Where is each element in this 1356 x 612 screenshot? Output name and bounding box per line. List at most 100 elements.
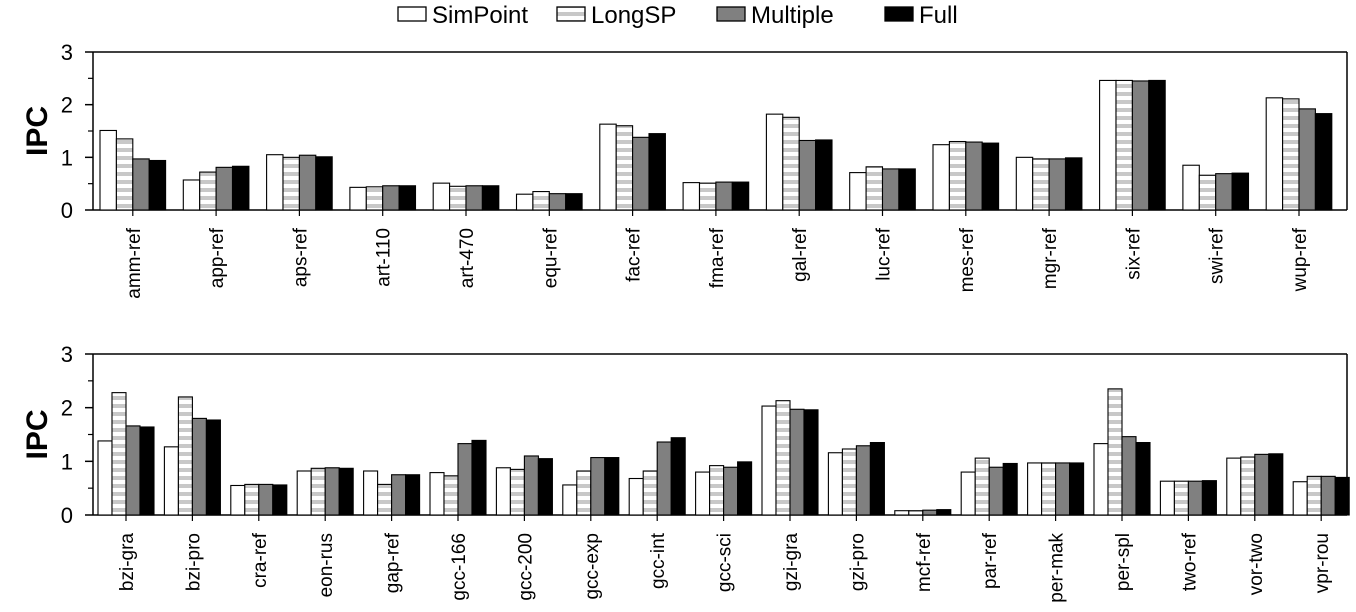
bar-group-vpr-rou — [1292, 475, 1350, 516]
bar-gcc-exp-simpoint — [562, 484, 578, 516]
x-tick-label-gap-ref: gap-ref — [383, 532, 404, 593]
bar-equ-ref-simpoint — [515, 193, 534, 211]
x-tick-label-gal-ref: gal-ref — [790, 227, 811, 282]
x-tick-label-art-470: art-470 — [457, 228, 478, 288]
bar-gap-ref-multiple — [391, 474, 407, 516]
x-tick-label-per-spl: per-spl — [1113, 533, 1134, 591]
bar-group-mcf-ref — [894, 509, 952, 516]
bar-per-mak-longsp — [1041, 462, 1057, 516]
x-tick-label-bzi-pro: bzi-pro — [183, 533, 204, 591]
legend-label-longsp: LongSP — [591, 2, 676, 29]
bar-mcf-ref-simpoint — [894, 510, 910, 516]
bar-bzi-gra-multiple — [125, 425, 141, 516]
bar-bzi-pro-longsp — [177, 396, 193, 516]
bar-gcc-sci-simpoint — [695, 471, 711, 516]
bar-cra-ref-multiple — [258, 483, 274, 516]
x-tick-label-vor-two: vor-two — [1246, 533, 1267, 595]
bar-gap-ref-full — [405, 474, 421, 516]
bar-fma-ref-simpoint — [682, 182, 701, 211]
bar-eon-rus-multiple — [324, 467, 340, 516]
bar-gzi-gra-simpoint — [761, 405, 777, 516]
bar-bzi-gra-longsp — [111, 392, 127, 516]
x-tick-label-eon-rus: eon-rus — [316, 533, 337, 597]
y-tick-label: 1 — [61, 449, 73, 474]
bar-two-ref-longsp — [1173, 480, 1189, 516]
bar-group-cra-ref — [230, 483, 288, 516]
bar-gzi-gra-multiple — [789, 408, 805, 516]
bar-group-bzi-gra — [97, 392, 155, 516]
x-tick-label-gcc-166: gcc-166 — [449, 533, 470, 601]
bar-app-ref-full — [231, 165, 250, 211]
bar-group-two-ref — [1159, 480, 1217, 516]
bar-vpr-rou-simpoint — [1292, 481, 1308, 516]
bar-fac-ref-longsp — [615, 125, 634, 211]
bar-cra-ref-longsp — [244, 483, 260, 516]
bar-par-ref-longsp — [974, 457, 990, 516]
bar-group-aps-ref — [266, 154, 333, 211]
bar-gcc-int-simpoint — [628, 477, 644, 516]
bar-group-gcc-200 — [495, 455, 553, 516]
legend-item-simpoint: SimPoint — [397, 2, 528, 29]
x-tick-label-gcc-sci: gcc-sci — [715, 533, 736, 592]
bar-six-ref-full — [1148, 79, 1166, 211]
y-tick-label: 1 — [61, 145, 73, 170]
bar-mcf-ref-multiple — [922, 509, 938, 516]
bar-group-art-110 — [349, 185, 417, 211]
x-tick-label-swi-ref: swi-ref — [1207, 227, 1228, 284]
bar-six-ref-longsp — [1115, 79, 1133, 211]
bar-equ-ref-multiple — [548, 193, 567, 211]
bar-per-mak-simpoint — [1027, 462, 1043, 516]
bar-swi-ref-full — [1231, 172, 1250, 211]
bar-group-gcc-int — [628, 437, 686, 516]
bar-gzi-pro-longsp — [841, 448, 857, 516]
bar-gap-ref-longsp — [377, 483, 393, 516]
bar-swi-ref-simpoint — [1182, 164, 1200, 211]
legend: SimPoint LongSP Multiple Full — [397, 2, 958, 29]
legend-item-longsp: LongSP — [556, 2, 676, 29]
bar-art-470-full — [481, 185, 500, 211]
bar-bzi-gra-simpoint — [97, 440, 113, 516]
bar-gal-ref-longsp — [782, 116, 800, 211]
bar-gcc-int-full — [670, 437, 686, 516]
bar-aps-ref-longsp — [282, 156, 300, 211]
x-tick-label-bzi-gra: bzi-gra — [117, 533, 138, 592]
bar-art-110-multiple — [382, 185, 400, 211]
bar-gcc-sci-full — [737, 461, 753, 516]
bar-vor-two-full — [1268, 453, 1284, 516]
bar-per-spl-multiple — [1121, 436, 1137, 516]
bar-group-gzi-gra — [761, 400, 819, 516]
x-tick-label-mgr-ref: mgr-ref — [1040, 227, 1061, 289]
bar-two-ref-full — [1201, 480, 1217, 516]
legend-label-simpoint: SimPoint — [432, 2, 528, 29]
bar-eon-rus-longsp — [310, 467, 326, 516]
bar-amm-ref-multiple — [132, 158, 150, 211]
bar-eon-rus-full — [338, 467, 354, 516]
bar-group-fac-ref — [599, 123, 666, 211]
legend-item-multiple: Multiple — [716, 2, 834, 29]
bar-cra-ref-simpoint — [230, 484, 246, 516]
bar-fma-ref-multiple — [715, 181, 733, 211]
bar-gcc-sci-longsp — [709, 465, 725, 516]
legend-label-multiple: Multiple — [751, 2, 834, 29]
bar-group-bzi-pro — [163, 396, 221, 516]
bar-group-amm-ref — [99, 129, 167, 211]
y-tick-label: 3 — [61, 342, 73, 367]
bar-vor-two-simpoint — [1226, 457, 1242, 516]
x-tick-label-gcc-exp: gcc-exp — [582, 533, 603, 600]
legend-item-full: Full — [884, 2, 958, 29]
bar-equ-ref-longsp — [532, 191, 550, 211]
bar-luc-ref-simpoint — [849, 172, 867, 211]
bar-amm-ref-full — [148, 159, 167, 211]
bar-gal-ref-full — [815, 139, 833, 211]
bar-art-470-simpoint — [432, 182, 451, 211]
bar-bzi-pro-multiple — [191, 417, 207, 516]
bar-gcc-166-simpoint — [429, 472, 445, 516]
legend-swatch-simpoint — [397, 6, 427, 22]
chart-panel-2: 0 1 2 3 IPC bzi-gra bzi-pro cra-ref eon-rus gap-r… — [21, 342, 1350, 603]
x-tick-label-gcc-200: gcc-200 — [515, 533, 536, 601]
bar-group-luc-ref — [849, 166, 916, 211]
bar-wup-ref-longsp — [1282, 98, 1300, 211]
bar-bzi-pro-full — [205, 419, 221, 516]
bar-group-mes-ref — [932, 140, 1000, 211]
bar-group-per-mak — [1027, 462, 1085, 516]
